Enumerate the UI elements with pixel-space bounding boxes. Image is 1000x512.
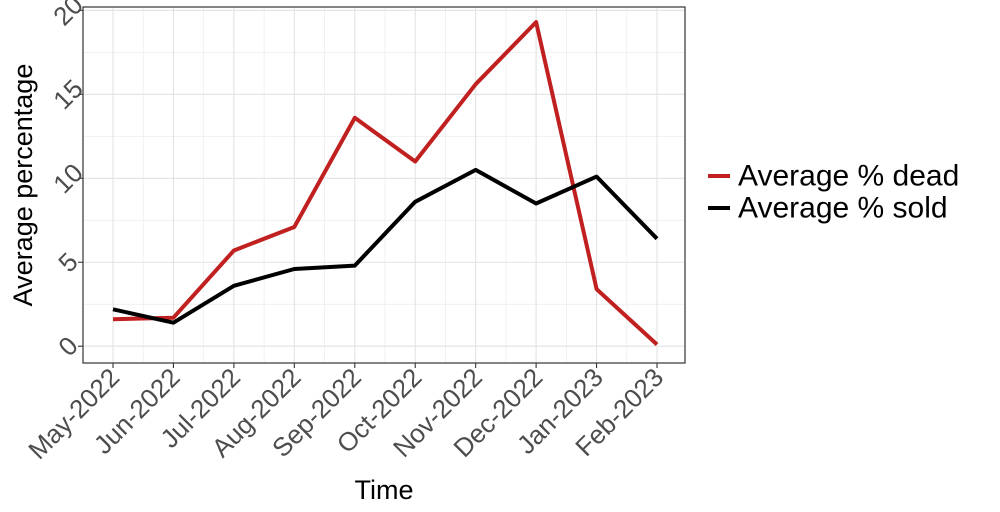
series-line-sold bbox=[112, 167, 659, 325]
series-lines bbox=[112, 20, 659, 346]
x-axis-title: Time bbox=[355, 475, 414, 505]
y-axis-title: Average percentage bbox=[8, 64, 38, 307]
x-axis: May-2022Jun-2022Jul-2022Aug-2022Sep-2022… bbox=[22, 362, 669, 465]
legend-label: Average % dead bbox=[738, 160, 959, 193]
grid bbox=[83, 7, 685, 363]
legend-label: Average % sold bbox=[738, 192, 948, 225]
series-line-dead bbox=[112, 20, 659, 346]
plot-panel-border bbox=[82, 6, 686, 364]
